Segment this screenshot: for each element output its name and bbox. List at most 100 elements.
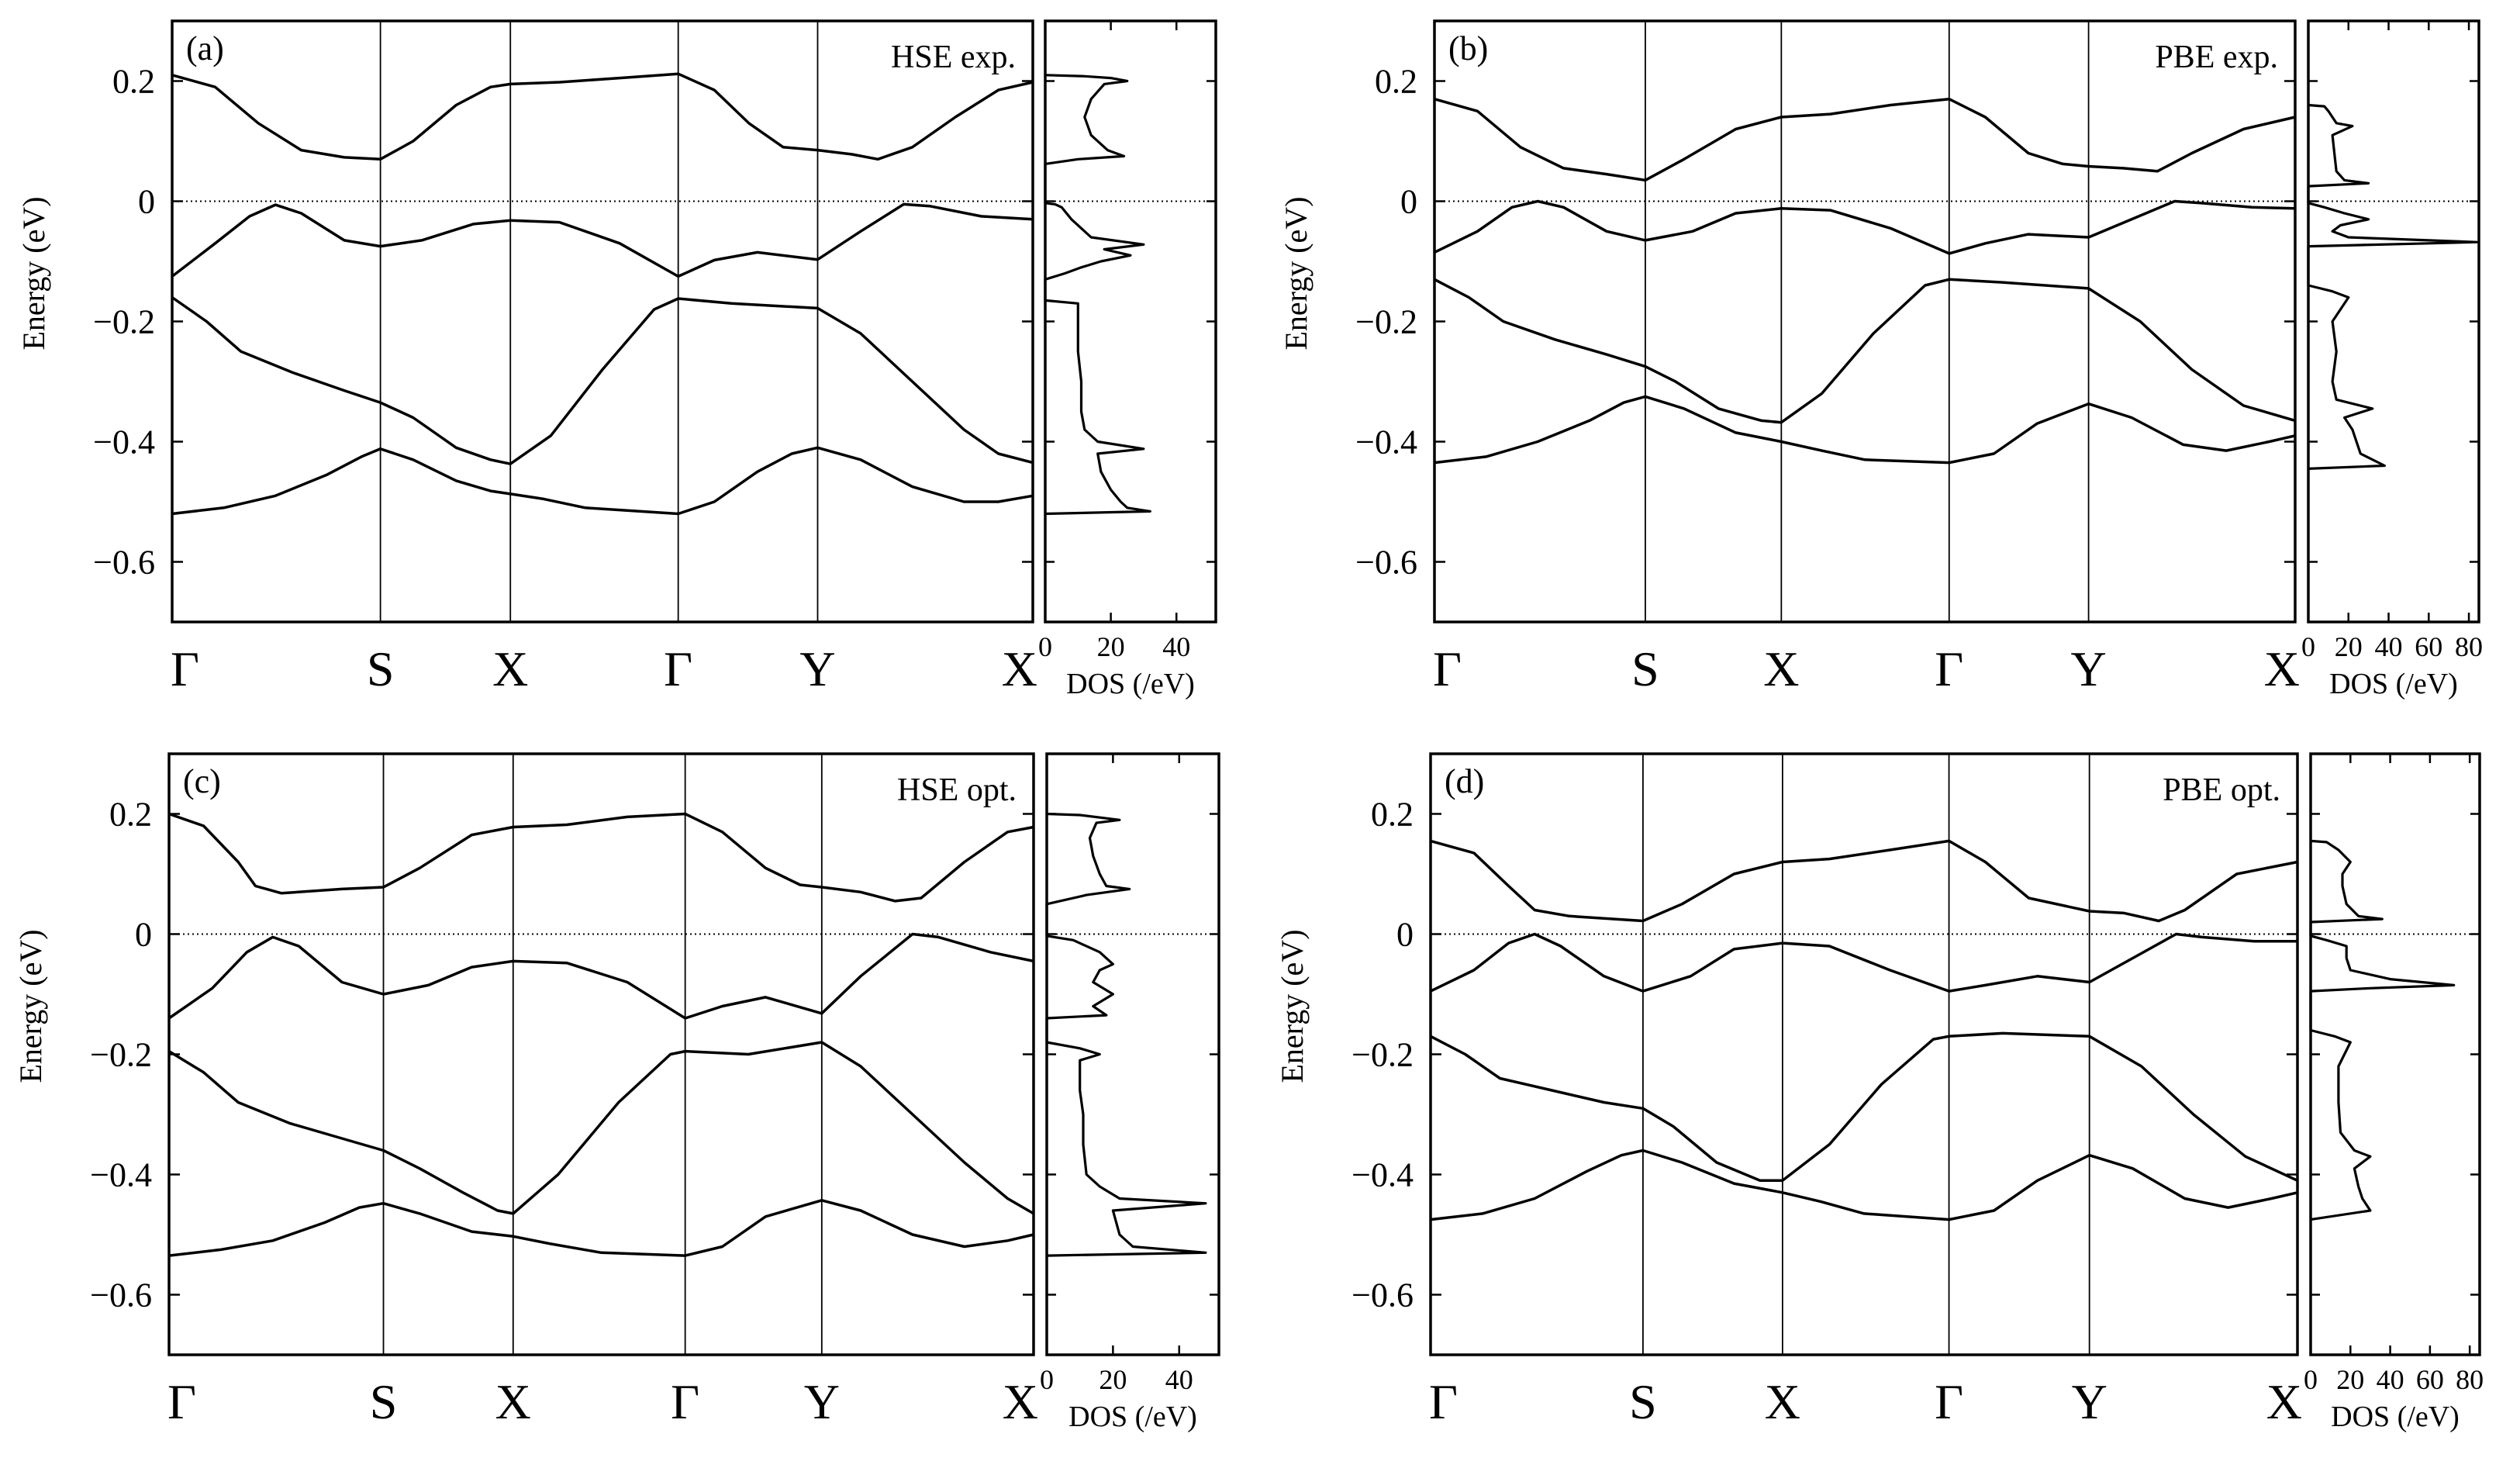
y-tick-label: 0 [135, 916, 152, 954]
band-plot-frame [167, 752, 1035, 1356]
y-axis-title: Energy (eV) [13, 929, 48, 1083]
y-tick-label: −0.4 [1355, 423, 1417, 461]
panel-c: 0.2 0 −0.2 −0.4 −0.6 Energy (eV) (c) HSE opt. Γ S… [13, 752, 1220, 1433]
y-tick-label: −0.2 [1351, 1036, 1414, 1074]
dos-axis-title: DOS (/eV) [2329, 668, 2458, 700]
band-line-2 [1434, 199, 2296, 255]
y-tick-label: −0.4 [90, 1156, 152, 1194]
band-line-2 [171, 202, 1034, 278]
dos-x-tick-label: 20 [1099, 1364, 1127, 1395]
band-line-1 [168, 812, 1034, 903]
band-line-4 [171, 446, 1034, 516]
panel-b: 0.2 0 −0.2 −0.4 −0.6 Energy (eV) (b) PBE exp. Γ S… [1279, 19, 2483, 700]
dos-x-tick-label: 60 [2415, 631, 2442, 662]
dos-frame [1045, 752, 1220, 1356]
k-point-label: S [370, 1374, 398, 1429]
band-line-1 [1430, 839, 2298, 923]
k-point-label: S [1629, 1374, 1657, 1429]
dos-x-tick-label: 20 [2336, 1364, 2364, 1395]
dos-x-tick-label: 80 [2455, 631, 2483, 662]
dos-x-tick-label: 40 [1165, 1364, 1193, 1395]
band-line-4 [168, 1199, 1034, 1257]
y-tick-label: 0.2 [1371, 796, 1414, 834]
band-line-3 [1434, 278, 2296, 424]
dos-x-tick-label: 0 [1040, 1364, 1054, 1395]
k-point-label: X [495, 1374, 531, 1429]
y-axis-title: Energy (eV) [16, 196, 51, 350]
band-plot-frame [171, 19, 1034, 624]
dos-curve [2309, 839, 2456, 1221]
method-label: PBE exp. [2155, 40, 2278, 75]
k-point-label: X [492, 641, 528, 696]
panel-tag: (b) [1448, 29, 1488, 67]
y-tick-label: 0 [1396, 916, 1414, 954]
band-line-2 [1430, 932, 2297, 993]
y-tick-label: −0.2 [1355, 303, 1417, 341]
dos-axis-title: DOS (/eV) [1068, 1401, 1197, 1433]
k-point-label: S [1631, 641, 1659, 696]
y-tick-label: 0 [1400, 183, 1417, 221]
y-tick-label: −0.6 [1351, 1276, 1414, 1314]
k-point-label: X [1002, 641, 1037, 696]
k-point-label: X [2264, 641, 2300, 696]
dos-x-tick-label: 0 [1038, 631, 1052, 662]
dos-axis-title: DOS (/eV) [2331, 1401, 2460, 1433]
k-point-label: Y [799, 641, 835, 696]
band-line-1 [171, 72, 1034, 161]
dos-x-tick-label: 40 [1162, 631, 1190, 662]
panel-tag: (c) [183, 762, 221, 800]
panel-a: 0.2 0 −0.2 −0.4 −0.6 Energy (eV) (a) HSE exp. Γ S… [16, 19, 1217, 700]
k-point-label: Γ [671, 1374, 699, 1429]
panel-d: 0.2 0 −0.2 −0.4 −0.6 Energy (eV) (d) PBE opt. Γ S… [1275, 752, 2484, 1433]
k-point-label: Γ [171, 641, 199, 696]
band-plot-frame [1433, 19, 2297, 624]
dos-curve [2307, 103, 2478, 470]
dos-curve [1044, 74, 1151, 516]
band-line-3 [171, 296, 1034, 465]
y-tick-label: −0.2 [93, 303, 155, 341]
k-point-label: Γ [167, 1374, 196, 1429]
dos-x-tick-label: 80 [2456, 1364, 2484, 1395]
band-line-4 [1430, 1149, 2298, 1221]
dos-curve [1045, 812, 1207, 1257]
y-axis-title: Energy (eV) [1279, 196, 1314, 350]
k-point-label: Γ [1429, 1374, 1458, 1429]
k-point-label: S [367, 641, 395, 696]
band-plot-frame [1429, 752, 2299, 1356]
dos-x-tick-label: 60 [2416, 1364, 2444, 1395]
method-label: HSE opt. [897, 772, 1017, 808]
dos-frame [1044, 19, 1217, 624]
y-tick-label: 0.2 [109, 796, 152, 834]
k-point-label: X [1765, 1374, 1800, 1429]
panel-tag: (a) [186, 29, 224, 67]
y-tick-label: −0.6 [90, 1276, 152, 1314]
y-tick-label: −0.4 [93, 423, 155, 461]
dos-axis-title: DOS (/eV) [1066, 668, 1195, 700]
k-point-label: Γ [664, 641, 692, 696]
y-tick-label: 0.2 [1375, 63, 1417, 101]
method-label: HSE exp. [891, 40, 1016, 75]
y-tick-label: 0.2 [112, 63, 155, 101]
dos-frame [2309, 752, 2481, 1356]
k-point-label: Y [2072, 1374, 2107, 1429]
band-line-2 [168, 932, 1034, 1020]
band-line-3 [1430, 1031, 2298, 1183]
band-line-4 [1434, 395, 2296, 465]
y-tick-label: 0 [138, 183, 155, 221]
y-tick-label: −0.4 [1351, 1156, 1414, 1194]
y-tick-label: −0.6 [93, 544, 155, 582]
dos-x-tick-label: 40 [2375, 631, 2403, 662]
y-axis-title: Energy (eV) [1275, 929, 1310, 1083]
k-point-label: Y [2070, 641, 2106, 696]
dos-x-tick-label: 0 [2304, 1364, 2318, 1395]
k-point-label: X [2266, 1374, 2302, 1429]
y-tick-label: −0.2 [90, 1036, 152, 1074]
dos-x-tick-label: 40 [2377, 1364, 2404, 1395]
dos-x-tick-label: 20 [1097, 631, 1125, 662]
band-line-3 [168, 1041, 1034, 1215]
k-point-label: X [1003, 1374, 1038, 1429]
band-line-1 [1434, 97, 2296, 182]
dos-x-tick-label: 20 [2335, 631, 2363, 662]
dos-x-tick-label: 0 [2301, 631, 2315, 662]
